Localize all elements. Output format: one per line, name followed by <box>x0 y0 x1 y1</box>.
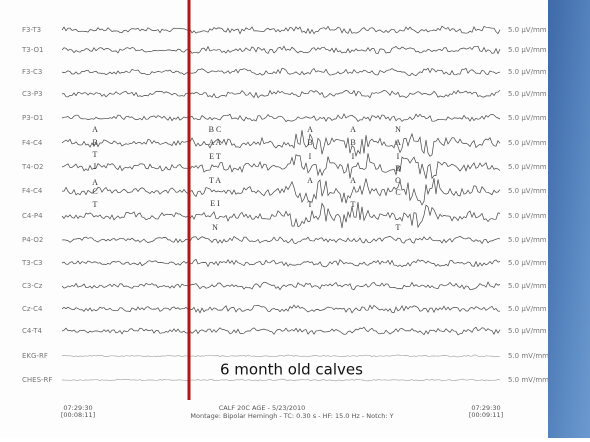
marker-letter: T <box>93 150 98 159</box>
eeg-trace <box>61 235 501 245</box>
scale-label: 5.0 µV/mm <box>508 305 547 313</box>
traces <box>61 25 501 382</box>
eeg-trace <box>62 378 501 382</box>
scale-label: 5.0 mV/mm <box>508 376 549 384</box>
eeg-trace <box>61 178 501 206</box>
start-elapsed: [00:08:11] <box>61 411 95 419</box>
channel-label: P3-O1 <box>22 114 43 122</box>
marker-letter: T <box>396 223 401 232</box>
eeg-trace <box>61 326 501 336</box>
eeg-trace <box>61 153 501 180</box>
channel-label: C4-T4 <box>22 327 43 335</box>
marker-letter: B <box>92 138 97 147</box>
scale-label: 5.0 µV/mm <box>508 139 547 147</box>
marker-letter: A <box>307 176 313 185</box>
scale-label: 5.0 µV/mm <box>508 282 547 290</box>
scale-label: 5.0 µV/mm <box>508 187 547 195</box>
marker-letter: B <box>307 138 312 147</box>
channel-labels: F3-T3 5.0 µV/mm T3-O1 5.0 µV/mm F3-C3 5.0 µV/… <box>21 26 549 384</box>
channel-label: Cz-C4 <box>22 305 43 313</box>
marker-letter: O <box>395 176 401 185</box>
scale-label: 5.0 µV/mm <box>508 114 547 122</box>
slide-background <box>548 0 590 438</box>
scale-label: 5.0 µV/mm <box>508 26 547 34</box>
channel-label: T3-C3 <box>21 259 43 267</box>
marker-letter: A <box>92 178 98 187</box>
channel-label: T4-O2 <box>21 163 43 171</box>
annotation: 6 month old calves <box>220 361 363 379</box>
marker-letter: A <box>92 125 98 134</box>
eeg-trace <box>61 89 501 99</box>
marker-letter: T <box>93 200 98 209</box>
end-time: 07:29:30 <box>471 404 500 412</box>
marker-letter: N <box>395 125 401 134</box>
eeg-trace <box>61 202 501 229</box>
channel-label: EKG-RF <box>22 352 48 360</box>
eeg-trace <box>61 258 501 268</box>
channel-label: T3-O1 <box>21 46 43 54</box>
marker-letter: A <box>350 125 356 134</box>
marker-letter: B C <box>209 125 222 134</box>
marker-letter: I <box>94 162 97 171</box>
marker-letter: T <box>308 200 313 209</box>
eeg-trace <box>61 354 501 358</box>
marker-letter: C <box>395 188 400 197</box>
eeg-trace <box>61 281 501 291</box>
scale-label: 5.0 µV/mm <box>508 163 547 171</box>
end-elapsed: [00:09:11] <box>469 411 503 419</box>
channel-label: C4-P4 <box>22 212 43 220</box>
eeg-trace <box>61 45 501 55</box>
recording-title: CALF 20C AGE - 5/23/2010 <box>219 404 306 412</box>
marker-letter: A <box>307 125 313 134</box>
marker-letter: N <box>212 223 218 232</box>
marker-letter: B <box>350 138 355 147</box>
eeg-trace <box>61 304 501 314</box>
channel-label: F4-C4 <box>22 187 43 195</box>
start-time: 07:29:30 <box>63 404 92 412</box>
scale-label: 5.0 µV/mm <box>508 259 547 267</box>
montage: Montage: Bipolar Hemingh - TC: 0.30 s - … <box>190 412 393 420</box>
channel-label: C3-Cz <box>22 282 43 290</box>
channel-label: C3-P3 <box>22 90 43 98</box>
channel-label: F4-C4 <box>22 139 43 147</box>
scale-label: 5.0 µV/mm <box>508 68 547 76</box>
channel-label: F3-T3 <box>22 26 41 34</box>
eeg-trace <box>61 67 501 76</box>
marker-letter: A A <box>209 138 222 147</box>
footer: 07:29:30 [00:08:11] CALF 20C AGE - 5/23/… <box>61 404 503 420</box>
scale-label: 5.0 µV/mm <box>508 212 547 220</box>
channel-label: P4-O2 <box>22 236 43 244</box>
marker-letter: T A <box>209 176 221 185</box>
marker-letter: I <box>397 152 400 161</box>
marker-letter: A <box>395 138 401 147</box>
marker-letter: E I <box>210 199 220 208</box>
scale-label: 5.0 µV/mm <box>508 327 547 335</box>
marker-letter: T <box>351 200 356 209</box>
marker-letter: D <box>395 164 401 173</box>
scale-label: 5.0 mV/mm <box>508 352 549 360</box>
marker-letter: C <box>92 187 97 196</box>
marker-letter: E T <box>209 152 221 161</box>
scale-label: 5.0 µV/mm <box>508 236 547 244</box>
marker-letter: I <box>352 152 355 161</box>
channel-label: CHES-RF <box>22 376 52 384</box>
channel-label: F3-C3 <box>22 68 42 76</box>
eeg-trace <box>61 113 501 123</box>
eeg-trace <box>61 130 501 158</box>
scale-label: 5.0 µV/mm <box>508 46 547 54</box>
marker-letter: I <box>309 152 312 161</box>
scale-label: 5.0 µV/mm <box>508 90 547 98</box>
marker-letter: A <box>350 176 356 185</box>
eeg-trace <box>61 25 501 35</box>
